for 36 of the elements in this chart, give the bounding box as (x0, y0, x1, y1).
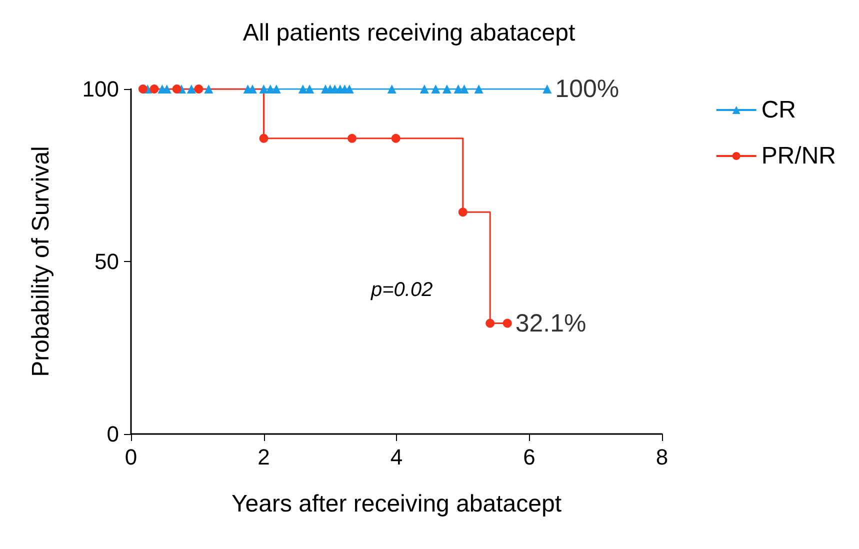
annotation: 32.1% (515, 309, 586, 338)
point (298, 84, 308, 94)
y-tick-label: 50 (94, 249, 119, 274)
point (458, 208, 468, 217)
y-axis-title: Probability of Survival (28, 146, 54, 377)
x-tick-label: 4 (390, 444, 403, 470)
x-tick-label: 6 (523, 444, 536, 470)
point (486, 318, 495, 328)
chart-title: All patients receiving abatacept (242, 20, 576, 46)
point (474, 84, 484, 94)
x-tick-label: 0 (124, 444, 138, 470)
point (420, 84, 429, 94)
annotation: p=0.02 (370, 279, 433, 301)
point (431, 84, 440, 94)
point (542, 84, 552, 94)
point (194, 84, 204, 94)
legend-label: CR (761, 96, 796, 124)
y-tick-label: 0 (106, 422, 119, 446)
point (305, 84, 314, 94)
point (348, 134, 357, 143)
point (204, 84, 214, 94)
x-tick-label: 2 (258, 444, 270, 470)
point (172, 84, 182, 94)
legend-label: PR/NR (761, 142, 836, 170)
point (502, 318, 512, 328)
x-axis-title: Years after receiving abatacept (232, 490, 562, 518)
y-tick-label: 100 (82, 76, 119, 102)
point (442, 84, 452, 94)
point (391, 134, 400, 143)
point (150, 84, 159, 94)
point (138, 84, 148, 94)
point (259, 134, 268, 143)
annotation: 100% (555, 75, 620, 103)
point (186, 84, 196, 94)
x-tick-label: 8 (656, 444, 668, 470)
point (387, 84, 396, 94)
